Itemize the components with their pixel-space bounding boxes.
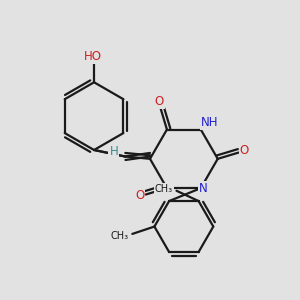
Text: CH₃: CH₃ [111,231,129,241]
Text: H: H [110,145,118,158]
Text: HO: HO [84,50,102,63]
Text: O: O [239,144,249,157]
Text: H: H [110,146,118,159]
Text: NH: NH [201,116,218,129]
Text: CH₃: CH₃ [155,184,173,194]
Text: O: O [135,190,145,202]
Text: N: N [199,182,208,195]
Text: O: O [154,95,164,108]
